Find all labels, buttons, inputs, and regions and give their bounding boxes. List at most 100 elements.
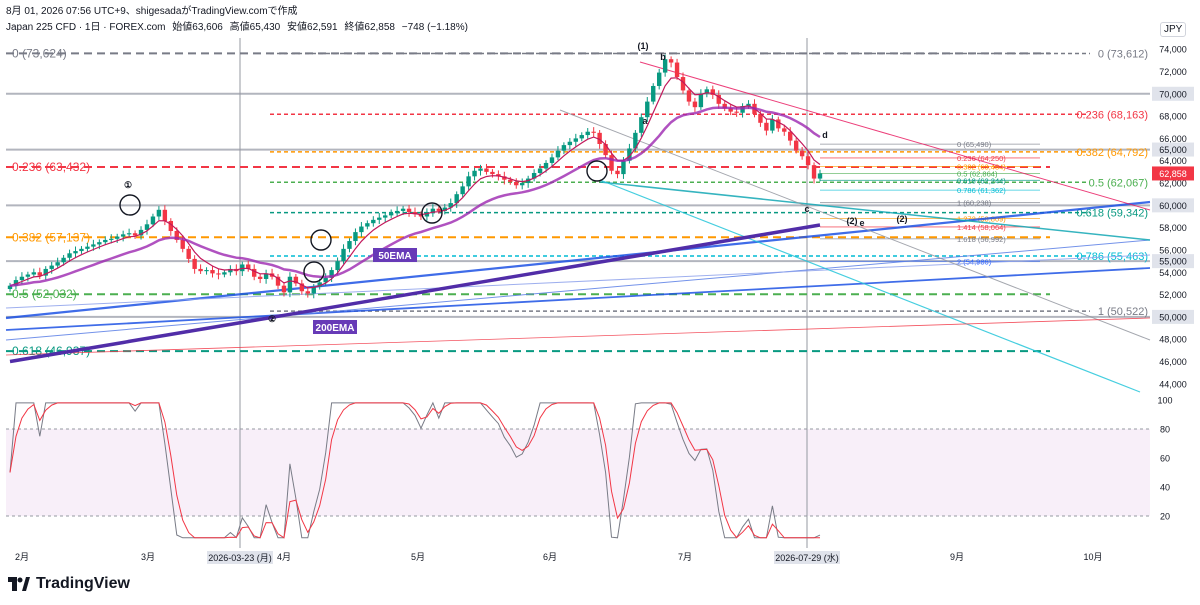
candle-body: [478, 168, 483, 171]
fib-small-label: 1.618 (56,992): [957, 235, 1006, 244]
price-tick-label: 66,000: [1159, 134, 1187, 144]
candle-body: [150, 216, 156, 225]
stoch-tick-label: 60: [1160, 454, 1170, 464]
brand-name: TradingView: [36, 575, 130, 592]
candle-body: [722, 103, 727, 109]
fib-small-label: 0.786 (61,362): [957, 186, 1006, 195]
touch-circle: [119, 194, 141, 216]
price-tick-label: 64,000: [1159, 156, 1187, 166]
time-marker-label: 2026-07-29 (水): [775, 552, 839, 563]
fib-right-label: 0.382 (64,792): [1076, 147, 1148, 159]
candle-body: [668, 59, 674, 63]
price-tick-highlight: [1152, 198, 1194, 213]
candle-body: [85, 246, 90, 249]
wave-label: b: [660, 52, 666, 62]
touch-circle: [303, 261, 325, 283]
currency-label[interactable]: JPY: [1160, 22, 1187, 37]
touch-circle: [421, 202, 443, 224]
candle-body: [394, 210, 400, 214]
candle-body: [49, 265, 54, 269]
tradingview-logo: TradingView: [8, 575, 130, 593]
candle-body: [299, 283, 305, 292]
candle-body: [228, 268, 233, 273]
candle-body: [555, 150, 561, 158]
candle-body: [359, 226, 364, 233]
trend-line: [559, 109, 1151, 341]
candle-body: [686, 90, 692, 102]
time-tick-label: 5月: [411, 552, 425, 562]
fib-left-label: 0.618 (46,937): [12, 344, 90, 358]
candle-body: [430, 208, 436, 213]
candle-body: [698, 93, 704, 108]
candle-body: [734, 111, 739, 113]
chart-header: 8月 01, 2026 07:56 UTC+9、shigesadaがTradin…: [6, 2, 298, 17]
candle-body: [180, 239, 185, 249]
candle-body: [788, 131, 793, 141]
wave-label: c: [804, 204, 809, 214]
candle-body: [383, 215, 388, 218]
candle-body: [67, 253, 72, 258]
candle-body: [537, 168, 543, 173]
touch-circle: [310, 229, 332, 251]
open-value: 63,606: [192, 22, 223, 33]
price-tick-label: 55,000: [1159, 257, 1187, 267]
candle-body: [317, 282, 322, 287]
time-tick-label: 2月: [15, 552, 29, 562]
candle-body: [365, 223, 370, 227]
low-value: 62,591: [307, 22, 338, 33]
candle-body: [454, 194, 459, 204]
candle-body: [793, 140, 799, 151]
trend-line: [5, 267, 1151, 331]
stoch-tick-label: 100: [1157, 396, 1172, 406]
price-tick-label: 72,000: [1159, 67, 1187, 77]
candle-body: [341, 248, 346, 262]
candle-body: [168, 220, 174, 232]
candle-body: [156, 209, 162, 217]
candle-body: [126, 233, 132, 235]
candle-body: [388, 213, 394, 216]
symbol-line: Japan 225 CFD · 1日 · FOREX.com 始値63,606 …: [6, 18, 468, 33]
fib-left-label: 0.236 (63,432): [12, 160, 90, 174]
candle-body: [7, 285, 13, 290]
candle-body: [323, 277, 328, 283]
trend-line: [599, 181, 1151, 241]
candle-body: [311, 286, 316, 294]
candle-body: [436, 208, 442, 211]
price-tick-label: 70,000: [1159, 89, 1187, 99]
candle-body: [567, 141, 573, 146]
candle-body: [103, 239, 108, 243]
candle-body: [627, 148, 632, 161]
price-tick-highlight: [1152, 254, 1194, 269]
wave-label: a: [642, 116, 648, 126]
candle-body: [662, 59, 668, 73]
candle-body: [466, 176, 471, 187]
price-tick-label: 52,000: [1159, 290, 1187, 300]
candle-body: [651, 85, 656, 102]
candle-body: [371, 219, 376, 224]
candle-body: [776, 119, 781, 129]
candle-body: [353, 232, 358, 242]
high-label: 高値: [229, 22, 250, 33]
candle-body: [144, 224, 150, 230]
candle-body: [281, 285, 287, 293]
candle-body: [275, 276, 281, 286]
stoch-tick-label: 20: [1160, 512, 1170, 522]
fib-right-label: 0.618 (59,342): [1076, 208, 1148, 220]
last-price-label: 62,858: [1159, 169, 1187, 179]
ema200-line: [9, 223, 821, 364]
candle-body: [502, 176, 507, 180]
fib-small-label: 2 (54,986): [957, 257, 992, 266]
candle-body: [692, 101, 698, 108]
candle-body: [329, 270, 334, 278]
price-tick-label: 54,000: [1159, 268, 1187, 278]
candle-body: [680, 77, 686, 91]
candle-body: [633, 132, 638, 149]
price-tick-label: 60,000: [1159, 201, 1187, 211]
candle-body: [585, 131, 590, 136]
trend-line: [599, 179, 1141, 393]
stoch-tick-label: 40: [1160, 483, 1170, 493]
symbol-name[interactable]: Japan 225 CFD · 1日 · FOREX.com: [6, 22, 166, 33]
candle-body: [222, 272, 227, 275]
time-tick-label: 3月: [141, 552, 155, 562]
